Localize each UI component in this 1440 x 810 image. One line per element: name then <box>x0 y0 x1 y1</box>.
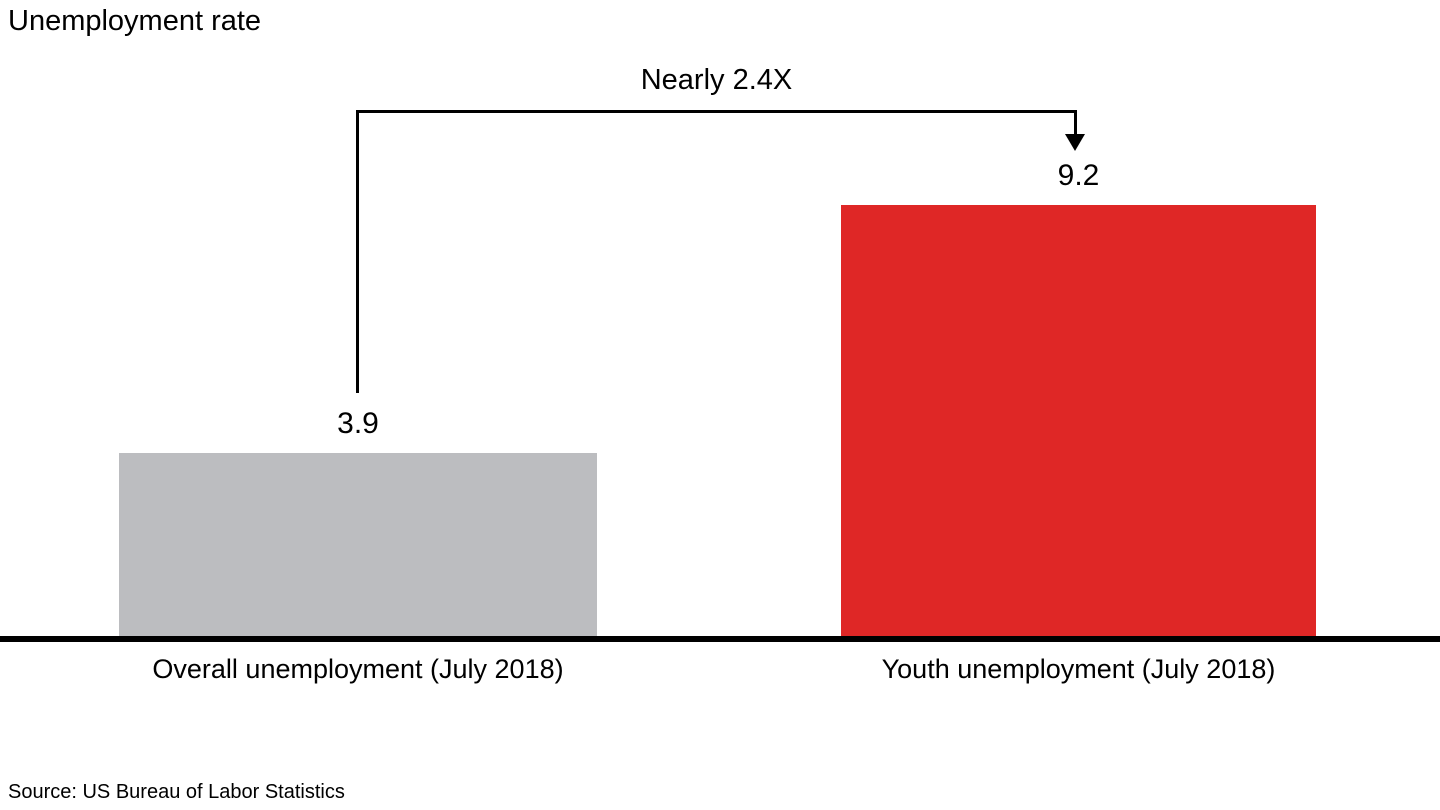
source-note: Source: US Bureau of Labor Statistics <box>8 781 345 803</box>
value-label-overall-unemployment: 3.9 <box>337 407 379 440</box>
bar-youth-unemployment <box>841 205 1316 636</box>
annotation-arrow-stem <box>1074 110 1077 136</box>
value-label-youth-unemployment: 9.2 <box>1057 159 1100 192</box>
category-label-overall-unemployment: Overall unemployment (July 2018) <box>152 654 564 684</box>
multiplier-annotation-label: Nearly 2.4X <box>640 64 793 96</box>
category-label-youth-unemployment: Youth unemployment (July 2018) <box>881 654 1276 684</box>
chart-title: Unemployment rate <box>8 5 262 37</box>
annotation-arrow-icon <box>1065 134 1085 151</box>
bar-overall-unemployment <box>119 453 597 636</box>
annotation-bracket-line <box>356 110 1077 393</box>
x-axis-baseline <box>0 636 1440 642</box>
